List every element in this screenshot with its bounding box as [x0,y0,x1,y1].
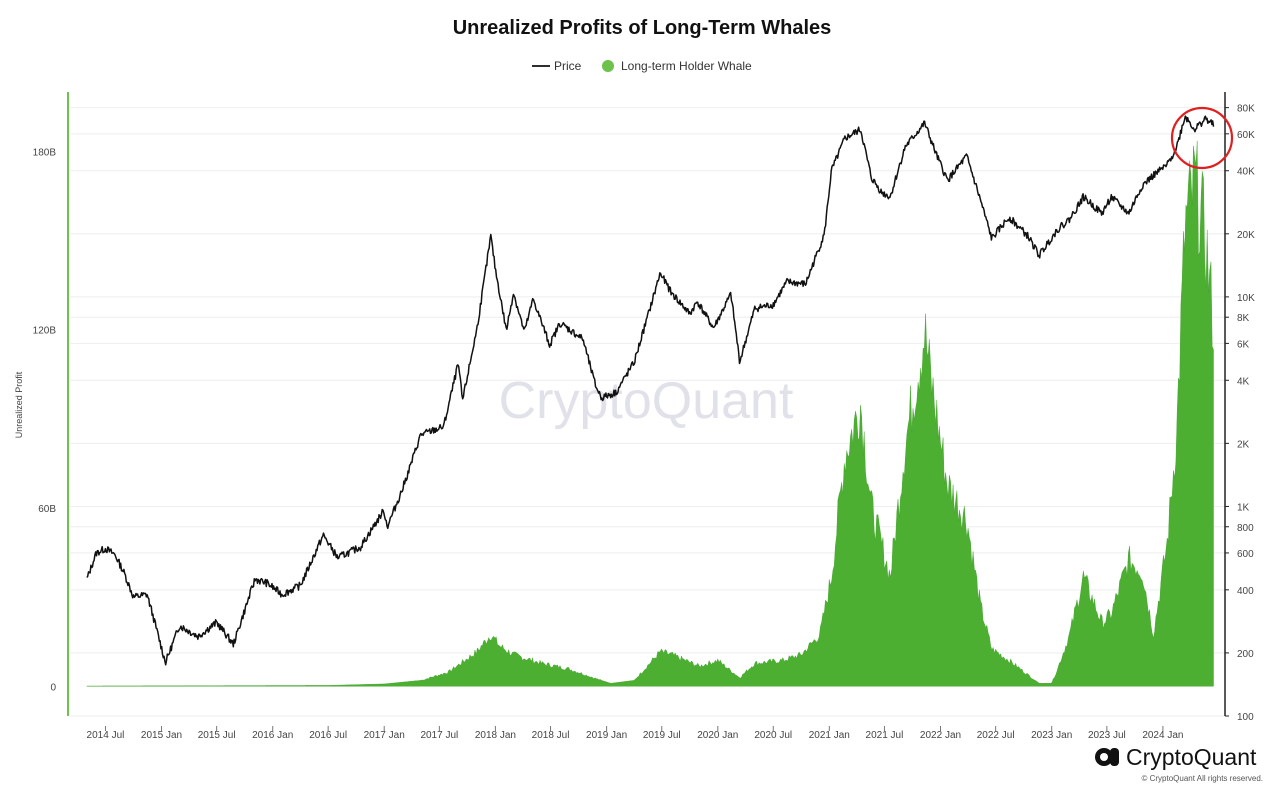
price-line-series [86,115,1215,666]
watermark: CryptoQuant [499,372,794,430]
x-tick-label: 2020 Jan [697,730,738,741]
price-line-path [86,115,1215,666]
right-tick-label: 400 [1237,586,1254,597]
right-tick-label: 60K [1237,130,1255,141]
x-tick-label: 2019 Jan [586,730,627,741]
left-tick-label: 0 [50,682,56,693]
copyright-text: © CryptoQuant All rights reserved. [1142,774,1264,783]
brand-logo [1095,748,1119,766]
right-tick-label: 40K [1237,167,1255,178]
x-tick-label: 2016 Jul [309,730,347,741]
x-tick-label: 2016 Jan [252,730,293,741]
brand-name: CryptoQuant [1126,744,1257,770]
right-tick-label: 8K [1237,313,1250,324]
right-tick-label: 800 [1237,523,1254,534]
x-tick-label: 2014 Jul [87,730,125,741]
right-tick-label: 80K [1237,104,1255,115]
right-tick-label: 600 [1237,549,1254,560]
x-tick-label: 2023 Jul [1088,730,1126,741]
right-tick-label: 4K [1237,376,1250,387]
right-tick-label: 2K [1237,439,1250,450]
left-axis-ticks: 0 60B 120B 180B [33,147,57,693]
whale-area-series [86,140,1214,687]
x-tick-label: 2022 Jan [920,730,961,741]
right-tick-label: 20K [1237,230,1255,241]
legend-whale-label: Long-term Holder Whale [621,59,752,73]
axes [67,92,1226,716]
right-tick-label: 1K [1237,502,1250,513]
x-tick-label: 2015 Jul [198,730,236,741]
x-tick-label: 2020 Jul [754,730,792,741]
left-tick-label: 60B [38,504,56,515]
x-tick-label: 2021 Jan [809,730,850,741]
chart-title: Unrealized Profits of Long-Term Whales [453,17,832,39]
right-tick-label: 10K [1237,293,1255,304]
legend-whale-swatch [602,60,614,72]
highlight-circle [1170,106,1234,170]
legend: Price Long-term Holder Whale [532,59,752,73]
x-tick-label: 2024 Jan [1142,730,1183,741]
x-tick-label: 2017 Jan [364,730,405,741]
legend-price-label: Price [554,59,582,73]
x-tick-label: 2018 Jul [532,730,570,741]
left-tick-label: 180B [33,147,57,158]
x-tick-label: 2021 Jul [866,730,904,741]
left-tick-label: 120B [33,326,57,337]
x-tick-label: 2017 Jul [420,730,458,741]
x-tick-label: 2018 Jan [475,730,516,741]
right-tick-label: 6K [1237,339,1250,350]
right-tick-label: 100 [1237,712,1254,723]
y-axis-label: Unrealized Profit [14,371,24,438]
whale-area-path [86,140,1214,687]
x-tick-label: 2023 Jan [1031,730,1072,741]
x-axis-ticks: 2014 Jul 2015 Jan 2015 Jul 2016 Jan 2016 Jul… [87,726,1183,741]
right-axis-ticks: 100 200 400 600 800 1K 2K 4K 6K 8K 10K 20K 40K 60K 80K [1225,104,1255,723]
x-tick-label: 2019 Jul [643,730,681,741]
x-tick-label: 2015 Jan [141,730,182,741]
right-tick-label: 200 [1237,649,1254,660]
x-tick-label: 2022 Jul [977,730,1015,741]
